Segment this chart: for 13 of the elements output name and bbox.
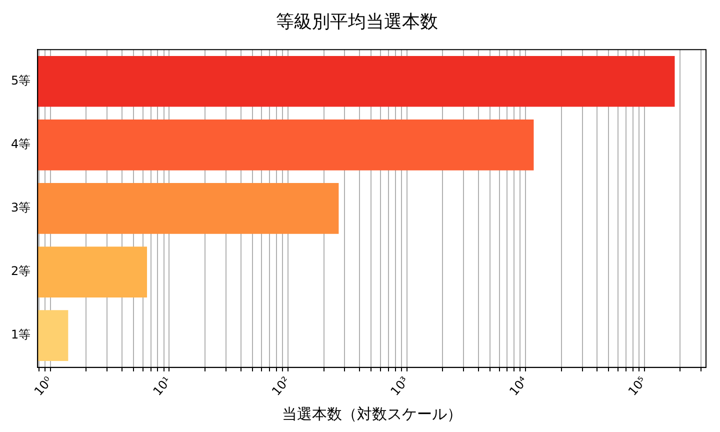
x-tick-label: 10¹ [150, 374, 174, 398]
y-tick-label: 1等 [10, 328, 31, 342]
x-tick-label: 10³ [388, 374, 412, 398]
y-tick-label: 2等 [10, 264, 31, 278]
x-tick-label: 10⁰ [32, 374, 56, 398]
y-tick-label: 3等 [10, 200, 31, 215]
x-tick-label: 10⁴ [506, 374, 530, 398]
x-tick-label: 10⁵ [625, 374, 650, 398]
x-axis-title: 当選本数（対数スケール） [282, 404, 462, 423]
chart-title: 等級別平均当選本数 [276, 11, 438, 32]
y-tick-label: 4等 [10, 137, 31, 152]
y-tick-label: 5等 [10, 74, 31, 88]
x-tick-label: 10² [269, 374, 293, 398]
